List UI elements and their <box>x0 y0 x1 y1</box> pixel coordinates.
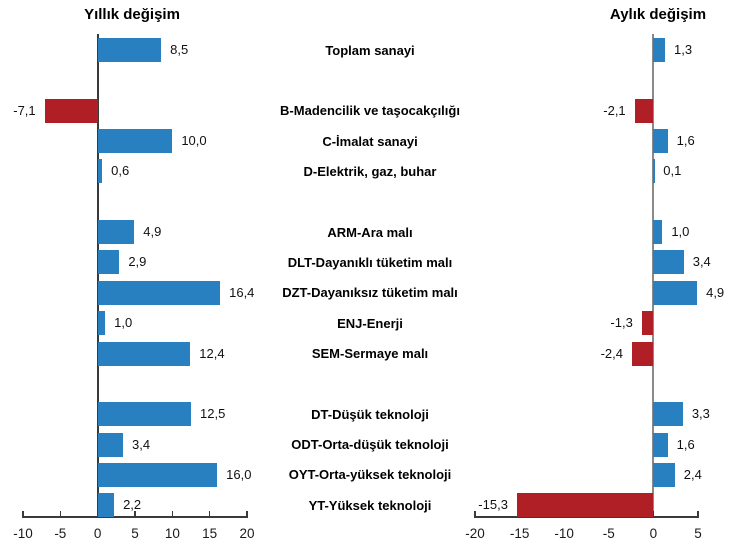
left-bar-9 <box>97 402 191 427</box>
left-axis-tick-3 <box>134 511 136 516</box>
left-axis-tick-6 <box>246 511 248 516</box>
right-bar-7 <box>641 311 654 336</box>
right-bar-value-6: 4,9 <box>706 284 725 300</box>
left-bar-value-3: 0,6 <box>111 163 130 179</box>
left-axis-tick-label-4: 10 <box>164 526 180 541</box>
right-bar-value-3: 0,1 <box>663 163 682 179</box>
right-bar-2 <box>653 129 668 154</box>
category-label-8: SEM-Sermaye malı <box>311 346 429 361</box>
right-bar-1 <box>634 98 654 123</box>
left-axis-tick-0 <box>22 511 24 516</box>
left-bar-value-0: 8,5 <box>170 42 189 57</box>
category-label-7: ENJ-Enerji <box>337 315 403 331</box>
left-axis-tick-label-6: 20 <box>239 526 255 541</box>
left-bar-value-12: 2,2 <box>123 497 142 513</box>
right-bar-value-9: 3,3 <box>691 406 710 422</box>
right-axis-tick-0 <box>474 511 476 516</box>
left-bar-3 <box>97 159 103 184</box>
right-bar-3 <box>653 159 655 184</box>
category-label-12: YT-Yüksek teknoloji <box>308 497 432 513</box>
left-axis-tick-5 <box>208 511 211 516</box>
right-bar-value-0: 1,3 <box>673 42 693 57</box>
left-bar-2 <box>97 129 173 154</box>
left-axis-tick-label-5: 15 <box>202 526 218 541</box>
category-label-0: Toplam sanayi <box>325 42 415 58</box>
left-axis-tick-label-1: -5 <box>54 526 67 541</box>
left-bar-value-10: 3,4 <box>132 436 151 452</box>
right-bar-value-1: -2,1 <box>603 102 626 118</box>
left-bar-6 <box>97 280 221 305</box>
right-axis-tick-4 <box>652 511 655 516</box>
right-bar-value-5: 3,4 <box>692 254 711 270</box>
right-zero-axis-line <box>652 34 655 518</box>
right-bar-0 <box>653 38 665 62</box>
right-bar-value-8: -2,4 <box>600 345 623 361</box>
right-bar-6 <box>653 280 698 305</box>
left-bar-12 <box>97 493 115 518</box>
left-bar-value-11: 16,0 <box>226 466 252 482</box>
left-bar-value-8: 12,4 <box>199 345 225 361</box>
category-label-5: DLT-Dayanıklı tüketim malı <box>287 254 453 270</box>
right-bar-10 <box>653 432 668 457</box>
right-bar-4 <box>653 220 663 245</box>
left-bar-value-6: 16,4 <box>229 284 255 300</box>
left-axis-tick-label-2: 0 <box>93 526 102 541</box>
right-bar-value-4: 1,0 <box>671 224 690 240</box>
right-bar-value-12: -15,3 <box>478 497 508 513</box>
right-axis-tick-label-5: 5 <box>694 526 702 541</box>
category-label-10: ODT-Orta-düşük teknoloji <box>291 437 449 453</box>
left-bar-5 <box>97 250 120 275</box>
right-axis-tick-label-0: -20 <box>465 526 485 541</box>
left-bar-value-4: 4,9 <box>143 224 162 240</box>
left-bar-11 <box>97 462 218 487</box>
left-chart-title: Yıllık değişim <box>84 6 180 23</box>
category-label-2: C-İmalat sanayi <box>322 133 418 149</box>
category-label-9: DT-Düşük teknoloji <box>311 406 429 422</box>
left-x-axis-line <box>22 516 248 518</box>
left-axis-tick-1 <box>59 511 62 516</box>
right-chart-title: Aylık değişim <box>609 6 707 23</box>
left-bar-0 <box>97 38 162 62</box>
left-axis-tick-4 <box>171 511 174 516</box>
right-axis-tick-label-1: -15 <box>509 526 530 541</box>
left-zero-axis-line <box>96 34 99 518</box>
left-bar-value-5: 2,9 <box>128 254 147 270</box>
left-bar-value-1: -7,1 <box>13 102 36 118</box>
right-bar-9 <box>653 402 683 427</box>
right-bar-value-11: 2,4 <box>683 466 702 482</box>
right-axis-tick-5 <box>697 511 699 516</box>
right-axis-tick-label-4: 0 <box>649 526 658 541</box>
left-axis-tick-label-3: 5 <box>131 526 139 541</box>
left-bar-8 <box>97 341 191 366</box>
right-axis-tick-label-3: -5 <box>602 526 615 541</box>
left-axis-tick-label-0: -10 <box>13 526 33 541</box>
category-label-11: OYT-Orta-yüksek teknoloji <box>288 467 452 483</box>
category-label-4: ARM-Ara malı <box>327 224 413 240</box>
right-axis-tick-label-2: -10 <box>554 526 574 541</box>
category-label-1: B-Madencilik ve taşocakçılığı <box>280 103 460 119</box>
right-bar-5 <box>653 250 684 275</box>
right-bar-12 <box>516 493 654 518</box>
right-bar-value-7: -1,3 <box>610 315 633 331</box>
left-bar-1 <box>44 98 98 123</box>
left-bar-value-7: 1,0 <box>114 315 133 331</box>
right-bar-8 <box>631 341 654 366</box>
left-bar-value-2: 10,0 <box>181 133 207 149</box>
left-bar-4 <box>97 220 135 245</box>
left-bar-7 <box>97 311 106 336</box>
category-label-3: D-Elektrik, gaz, buhar <box>303 163 437 179</box>
right-bar-11 <box>653 462 675 487</box>
category-label-6: DZT-Dayanıksız tüketim malı <box>282 285 458 301</box>
right-bar-value-10: 1,6 <box>676 436 695 452</box>
right-bar-value-2: 1,6 <box>676 133 695 149</box>
left-bar-10 <box>97 432 124 457</box>
left-bar-value-9: 12,5 <box>200 406 226 422</box>
